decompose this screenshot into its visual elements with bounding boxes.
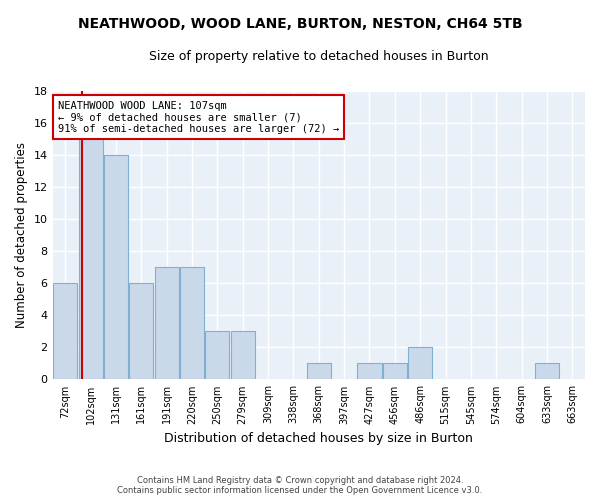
Bar [79,138,103,380]
Text: NEATHWOOD WOOD LANE: 107sqm
← 9% of detached houses are smaller (7)
91% of semi-: NEATHWOOD WOOD LANE: 107sqm ← 9% of deta… [58,100,339,134]
Bar [307,364,331,380]
Bar [53,283,77,380]
Bar [155,267,179,380]
X-axis label: Distribution of detached houses by size in Burton: Distribution of detached houses by size … [164,432,473,445]
Bar [129,283,154,380]
Bar [535,364,559,380]
Bar [383,364,407,380]
Text: Contains HM Land Registry data © Crown copyright and database right 2024.
Contai: Contains HM Land Registry data © Crown c… [118,476,482,495]
Title: Size of property relative to detached houses in Burton: Size of property relative to detached ho… [149,50,488,63]
Bar [358,364,382,380]
Bar [104,155,128,380]
Bar [230,332,255,380]
Bar [180,267,204,380]
Text: NEATHWOOD, WOOD LANE, BURTON, NESTON, CH64 5TB: NEATHWOOD, WOOD LANE, BURTON, NESTON, CH… [77,18,523,32]
Y-axis label: Number of detached properties: Number of detached properties [15,142,28,328]
Bar [408,348,432,380]
Bar [205,332,229,380]
